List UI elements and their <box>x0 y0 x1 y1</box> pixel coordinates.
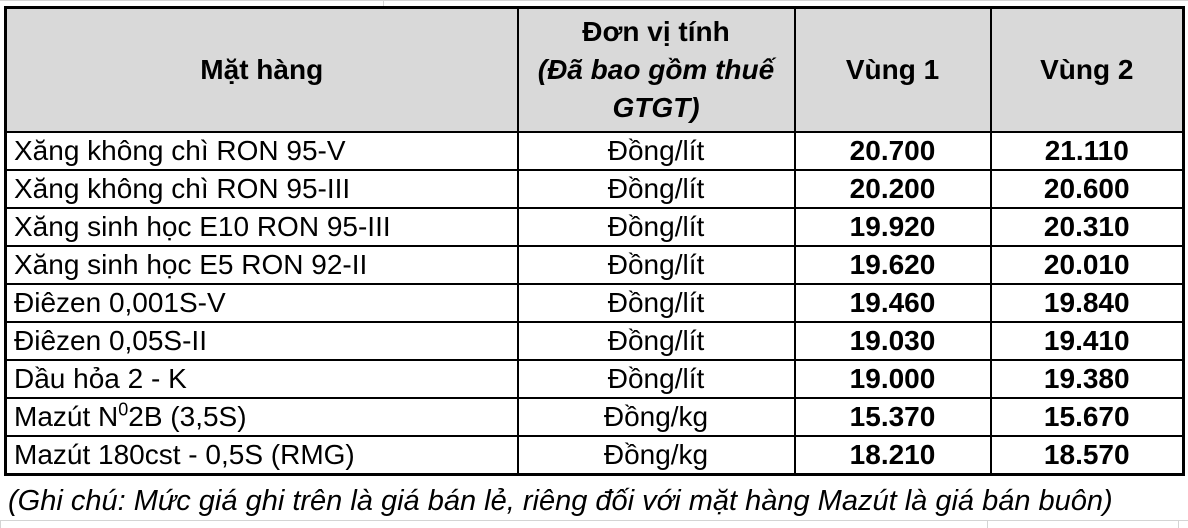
region2-price-cell: 19.410 <box>989 321 1185 361</box>
product-name-superscript: 0 <box>118 399 129 420</box>
header-region1: Vùng 1 <box>793 6 992 133</box>
unit-cell: Đồng/lít <box>516 131 796 171</box>
region2-price-cell: 19.840 <box>989 283 1185 323</box>
gridline-stub <box>987 521 988 528</box>
header-product: Mặt hàng <box>4 6 519 133</box>
region1-price-cell: 20.700 <box>793 131 992 171</box>
table-header: Mặt hàng Đơn vị tính (Đã bao gồm thuế GT… <box>4 6 1185 133</box>
table-body: Xăng không chì RON 95-V Đồng/lít 20.700 … <box>4 131 1185 475</box>
header-region2: Vùng 2 <box>989 6 1185 133</box>
gridline-stub <box>383 0 384 6</box>
product-cell: Xăng không chì RON 95-V <box>4 131 519 171</box>
table-row: Mazút 180cst - 0,5S (RMG) Đồng/kg 18.210… <box>4 435 1185 475</box>
header-product-label: Mặt hàng <box>200 54 324 85</box>
table-row: Xăng không chì RON 95-V Đồng/lít 20.700 … <box>4 131 1185 171</box>
unit-cell: Đồng/lít <box>516 321 796 361</box>
region2-price-cell: 20.010 <box>989 245 1185 285</box>
gridline-top <box>0 0 1188 1</box>
product-cell: Mazút N02B (3,5S) <box>4 397 519 437</box>
product-cell: Điêzen 0,05S-II <box>4 321 519 361</box>
region1-price-cell: 19.030 <box>793 321 992 361</box>
table-row: Điêzen 0,001S-V Đồng/lít 19.460 19.840 <box>4 283 1185 323</box>
table-row: Xăng không chì RON 95-III Đồng/lít 20.20… <box>4 169 1185 209</box>
footnote: (Ghi chú: Mức giá ghi trên là giá bán lẻ… <box>8 485 1113 517</box>
header-unit: Đơn vị tính (Đã bao gồm thuế GTGT) <box>516 6 796 133</box>
region1-price-cell: 20.200 <box>793 169 992 209</box>
table-row: Điêzen 0,05S-II Đồng/lít 19.030 19.410 <box>4 321 1185 361</box>
table-row: Xăng sinh học E5 RON 92-II Đồng/lít 19.6… <box>4 245 1185 285</box>
fuel-price-table: Mặt hàng Đơn vị tính (Đã bao gồm thuế GT… <box>4 6 1185 476</box>
unit-cell: Đồng/lít <box>516 169 796 209</box>
product-cell: Xăng không chì RON 95-III <box>4 169 519 209</box>
product-cell: Điêzen 0,001S-V <box>4 283 519 323</box>
unit-cell: Đồng/lít <box>516 245 796 285</box>
region2-price-cell: 18.570 <box>989 435 1185 475</box>
gridline-stub <box>1178 521 1179 528</box>
region2-price-cell: 20.310 <box>989 207 1185 247</box>
region1-price-cell: 18.210 <box>793 435 992 475</box>
header-row: Mặt hàng Đơn vị tính (Đã bao gồm thuế GT… <box>4 6 1185 133</box>
product-cell: Mazút 180cst - 0,5S (RMG) <box>4 435 519 475</box>
table-row: Dầu hỏa 2 - K Đồng/lít 19.000 19.380 <box>4 359 1185 399</box>
header-region2-label: Vùng 2 <box>1040 54 1134 85</box>
unit-cell: Đồng/kg <box>516 435 796 475</box>
region1-price-cell: 19.620 <box>793 245 992 285</box>
table-row: Xăng sinh học E10 RON 95-III Đồng/lít 19… <box>4 207 1185 247</box>
unit-cell: Đồng/lít <box>516 359 796 399</box>
product-name-part: Mazút N <box>14 401 119 432</box>
region1-price-cell: 19.920 <box>793 207 992 247</box>
region1-price-cell: 15.370 <box>793 397 992 437</box>
region2-price-cell: 20.600 <box>989 169 1185 209</box>
unit-cell: Đồng/lít <box>516 283 796 323</box>
unit-cell: Đồng/kg <box>516 397 796 437</box>
region1-price-cell: 19.000 <box>793 359 992 399</box>
product-cell: Dầu hỏa 2 - K <box>4 359 519 399</box>
product-cell: Xăng sinh học E5 RON 92-II <box>4 245 519 285</box>
gridline-stub <box>0 521 1 528</box>
region2-price-cell: 15.670 <box>989 397 1185 437</box>
header-region1-label: Vùng 1 <box>845 54 940 85</box>
gridline-bottom <box>0 520 1188 521</box>
table-row: Mazút N02B (3,5S) Đồng/kg 15.370 15.670 <box>4 397 1185 437</box>
header-unit-title: Đơn vị tính <box>582 16 730 47</box>
region2-price-cell: 19.380 <box>989 359 1185 399</box>
product-name-part: 2B (3,5S) <box>128 401 247 432</box>
header-unit-subtitle: (Đã bao gồm thuế GTGT) <box>537 54 775 123</box>
unit-cell: Đồng/lít <box>516 207 796 247</box>
product-cell: Xăng sinh học E10 RON 95-III <box>4 207 519 247</box>
region2-price-cell: 21.110 <box>989 131 1185 171</box>
region1-price-cell: 19.460 <box>793 283 992 323</box>
